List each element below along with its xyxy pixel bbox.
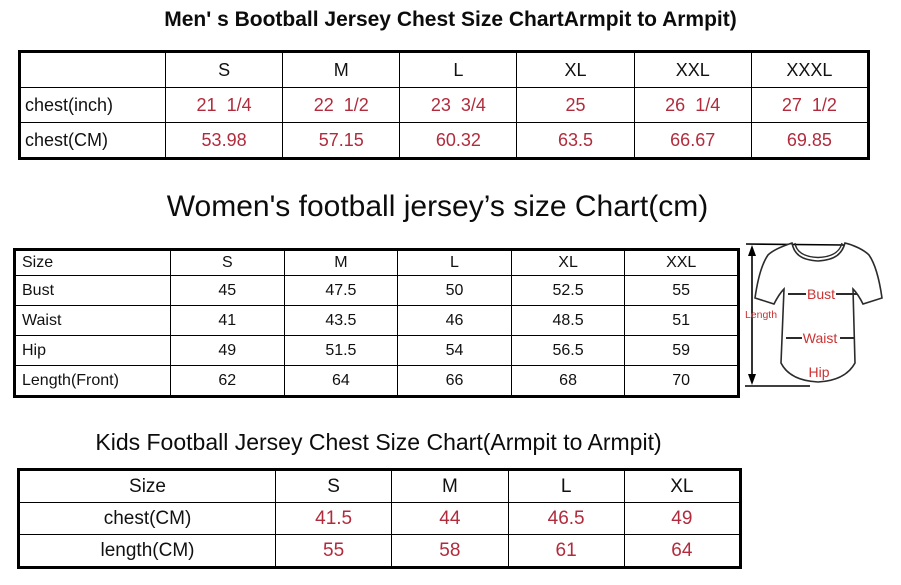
mens-row: chest(CM) 53.98 57.15 60.32 63.5 66.67 69.85 <box>19 122 870 159</box>
kids-value-cell: 64 <box>623 534 742 568</box>
kids-value-cell: 58 <box>391 534 509 568</box>
kids-value-cell: 46.5 <box>507 502 625 535</box>
womens-value-cell: 50 <box>397 275 512 306</box>
kids-col-header: S <box>274 469 393 503</box>
bust-label: Bust <box>807 286 835 302</box>
waist-label: Waist <box>803 330 838 346</box>
womens-col-header: L <box>397 249 512 276</box>
mens-col-header: M <box>282 51 401 88</box>
womens-col-header: M <box>283 249 399 276</box>
womens-value-cell: 45 <box>170 275 285 306</box>
mens-value-cell: 23 3/4 <box>399 87 518 123</box>
kids-col-header: L <box>507 469 625 503</box>
womens-value-cell: 66 <box>397 365 512 397</box>
womens-value-cell: 47.5 <box>283 275 399 306</box>
womens-row-label: Hip <box>14 335 171 366</box>
womens-header-row: Size S M L XL XXL <box>14 249 739 276</box>
womens-value-cell: 64 <box>283 365 399 397</box>
womens-value-cell: 70 <box>624 365 739 397</box>
mens-value-cell: 26 1/4 <box>633 87 752 123</box>
womens-value-cell: 41 <box>170 305 285 336</box>
mens-value-cell: 53.98 <box>164 122 284 159</box>
kids-row: length(CM) 55 58 61 64 <box>18 534 742 568</box>
mens-col-header: XL <box>516 51 635 88</box>
womens-value-cell: 55 <box>624 275 739 306</box>
kids-row: chest(CM) 41.5 44 46.5 49 <box>18 502 742 535</box>
kids-row-label: chest(CM) <box>18 502 276 535</box>
kids-value-cell: 61 <box>507 534 625 568</box>
tshirt-outline <box>754 241 883 383</box>
womens-row: Bust 45 47.5 50 52.5 55 <box>14 275 739 306</box>
womens-value-cell: 62 <box>170 365 285 397</box>
mens-col-header: XXL <box>633 51 752 88</box>
womens-chart-title: Women's football jersey’s size Chart(cm) <box>166 190 709 223</box>
mens-value-cell: 66.67 <box>633 122 752 159</box>
womens-value-cell: 49 <box>170 335 285 366</box>
length-label: Length <box>745 309 777 321</box>
length-arrowhead-top <box>748 245 756 256</box>
womens-value-cell: 51.5 <box>283 335 399 366</box>
mens-size-table: S M L XL XXL XXXL chest(inch) 21 1/4 22 1/2 23 3/… <box>18 50 870 160</box>
womens-col-header: XXL <box>624 249 739 276</box>
kids-col-header: XL <box>623 469 742 503</box>
womens-row-label: Length(Front) <box>14 365 171 397</box>
mens-value-cell: 63.5 <box>516 122 635 159</box>
kids-chart-title: Kids Football Jersey Chest Size Chart(Ar… <box>95 429 662 455</box>
kids-value-cell: 49 <box>623 502 742 535</box>
womens-col-header: Size <box>14 249 171 276</box>
mens-row-label: chest(CM) <box>19 122 166 159</box>
womens-value-cell: 68 <box>510 365 626 397</box>
mens-value-cell: 57.15 <box>282 122 401 159</box>
womens-value-cell: 52.5 <box>510 275 626 306</box>
womens-row: Hip 49 51.5 54 56.5 59 <box>14 335 739 366</box>
mens-row-label: chest(inch) <box>19 87 166 123</box>
mens-value-cell: 21 1/4 <box>164 87 284 123</box>
womens-row-label: Waist <box>14 305 171 336</box>
womens-row: Waist 41 43.5 46 48.5 51 <box>14 305 739 336</box>
kids-value-cell: 44 <box>391 502 509 535</box>
length-arrowhead-bottom <box>748 374 756 385</box>
mens-col-header: L <box>399 51 518 88</box>
mens-value-cell: 60.32 <box>399 122 518 159</box>
mens-col-header <box>19 51 166 88</box>
womens-value-cell: 51 <box>624 305 739 336</box>
womens-col-header: XL <box>510 249 626 276</box>
tshirt-collar-band <box>794 242 843 259</box>
kids-value-cell: 41.5 <box>274 502 393 535</box>
mens-value-cell: 22 1/2 <box>282 87 401 123</box>
kids-value-cell: 55 <box>274 534 393 568</box>
womens-value-cell: 59 <box>624 335 739 366</box>
kids-col-header: M <box>391 469 509 503</box>
womens-value-cell: 48.5 <box>510 305 626 336</box>
tshirt-measurement-diagram: Bust Waist Hip Length <box>745 241 883 387</box>
kids-col-header: Size <box>18 469 276 503</box>
mens-col-header: XXXL <box>750 51 870 88</box>
mens-header-row: S M L XL XXL XXXL <box>19 51 870 88</box>
womens-value-cell: 46 <box>397 305 512 336</box>
womens-col-header: S <box>170 249 285 276</box>
womens-row-label: Bust <box>14 275 171 306</box>
mens-row: chest(inch) 21 1/4 22 1/2 23 3/4 25 26 1/4 27 … <box>19 87 870 123</box>
womens-row: Length(Front) 62 64 66 68 70 <box>14 365 739 397</box>
mens-chart-title: Men' s Bootball Jersey Chest Size ChartA… <box>164 8 737 31</box>
mens-value-cell: 69.85 <box>750 122 870 159</box>
kids-header-row: Size S M L XL <box>18 469 742 503</box>
womens-size-table: Size S M L XL XXL Bust 45 47.5 50 52.5 55 Waist 41 43.… <box>13 248 740 398</box>
womens-value-cell: 43.5 <box>283 305 399 336</box>
mens-col-header: S <box>164 51 284 88</box>
womens-value-cell: 54 <box>397 335 512 366</box>
hip-label: Hip <box>808 364 829 380</box>
kids-size-table: Size S M L XL chest(CM) 41.5 44 46.5 49 length(CM)… <box>17 468 742 569</box>
mens-value-cell: 27 1/2 <box>750 87 870 123</box>
womens-value-cell: 56.5 <box>510 335 626 366</box>
mens-value-cell: 25 <box>516 87 635 123</box>
kids-row-label: length(CM) <box>18 534 276 568</box>
